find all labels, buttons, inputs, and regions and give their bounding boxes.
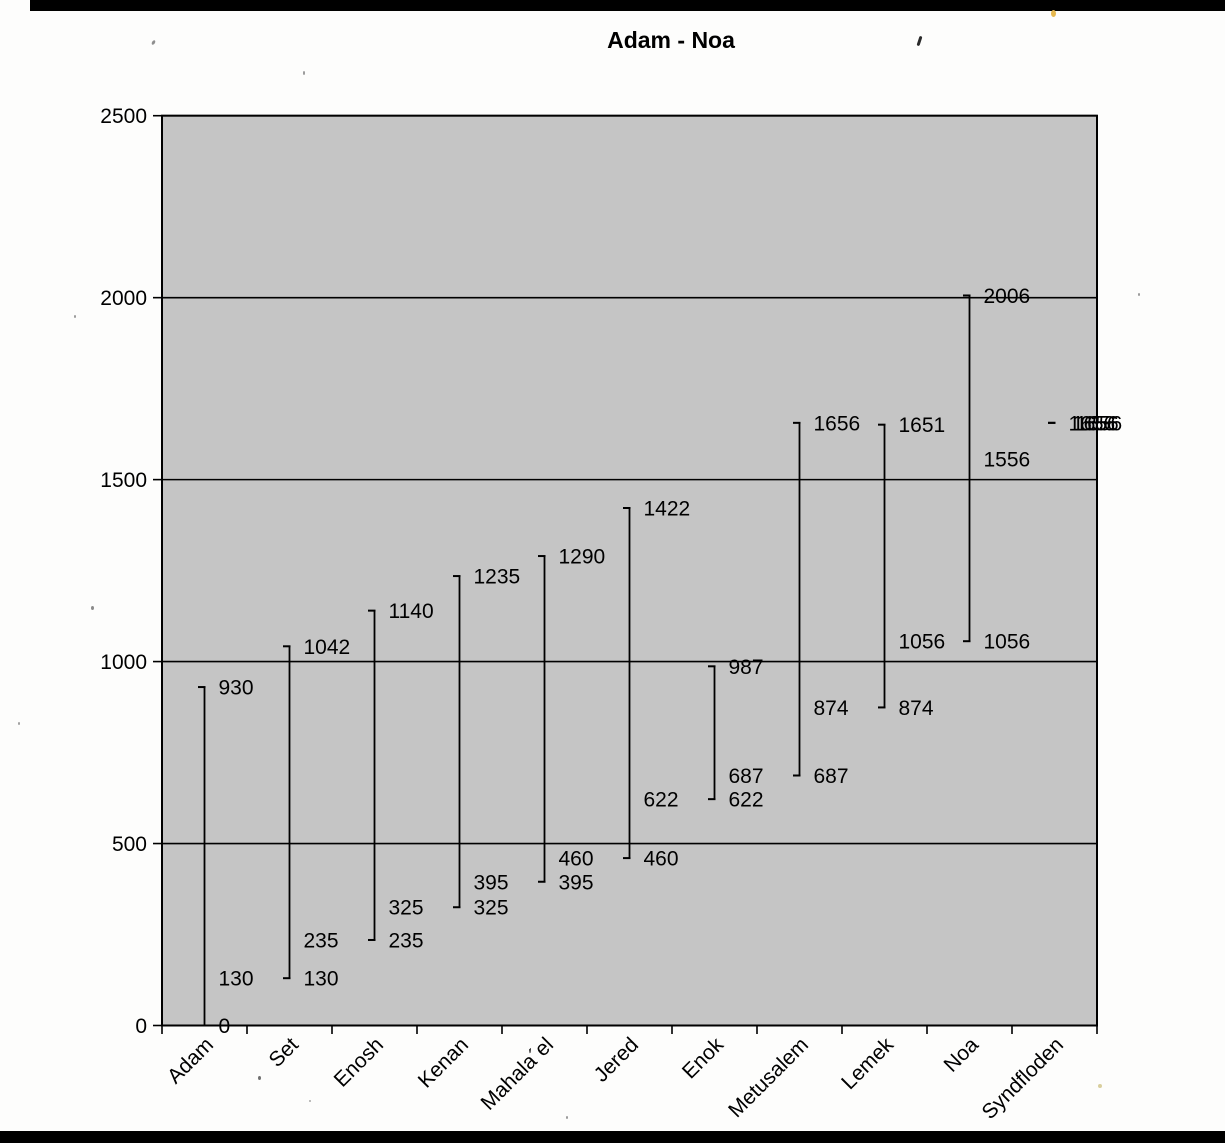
data-label: 130 — [219, 968, 254, 991]
x-category-label: Adam — [163, 1033, 218, 1088]
data-label: 460 — [644, 848, 679, 871]
y-axis-label: 2500 — [100, 105, 147, 128]
data-label: 1290 — [559, 546, 606, 569]
x-category-label: Jered — [590, 1033, 643, 1086]
data-label: 687 — [814, 765, 849, 788]
scan-speck — [1051, 10, 1056, 17]
scan-speck — [18, 722, 20, 725]
data-label: 874 — [814, 697, 849, 720]
y-axis-label: 2000 — [100, 287, 147, 310]
data-label: 325 — [389, 897, 424, 920]
scan-speck — [91, 606, 94, 610]
data-label: 235 — [389, 929, 424, 952]
data-label: 930 — [219, 677, 254, 700]
data-label: 130 — [304, 968, 339, 991]
data-label: 1556 — [984, 449, 1031, 472]
data-label: 325 — [474, 897, 509, 920]
chart-title: Adam - Noa — [607, 27, 735, 53]
data-label: 460 — [559, 848, 594, 871]
scan-speck — [566, 1116, 568, 1119]
data-label: 1042 — [304, 636, 351, 659]
data-label: 1656 — [814, 412, 861, 435]
x-category-label: Metusalem — [724, 1033, 813, 1122]
x-category-label: Enok — [678, 1033, 728, 1083]
data-label: 395 — [474, 871, 509, 894]
x-category-label: Syndfloden — [977, 1033, 1068, 1124]
plot-border — [161, 114, 1098, 1027]
y-axis-label: 1500 — [100, 469, 147, 492]
x-category-label: Set — [264, 1033, 303, 1072]
data-label: 1056 — [984, 631, 1031, 654]
y-axis-label: 1000 — [100, 651, 147, 674]
data-label: 874 — [899, 697, 934, 720]
data-label: 1056 — [899, 631, 946, 654]
y-axis-label: 0 — [135, 1015, 147, 1038]
data-label: 1235 — [474, 566, 521, 589]
scan-speck — [74, 315, 76, 318]
y-axis-label: 500 — [112, 833, 147, 856]
data-label: 395 — [559, 871, 594, 894]
data-label: 1656 — [1069, 412, 1116, 435]
data-label: 622 — [729, 789, 764, 812]
scan-speck — [1138, 293, 1140, 296]
data-label: 987 — [729, 656, 764, 679]
data-label: 687 — [729, 765, 764, 788]
x-category-label: Mahala´el — [477, 1033, 558, 1114]
x-category-label: Lemek — [837, 1033, 898, 1094]
scan-speck — [258, 1076, 261, 1080]
x-category-label: Kenan — [414, 1033, 473, 1092]
x-category-label: Noa — [940, 1033, 984, 1077]
data-label: 1656 — [1072, 412, 1119, 435]
data-label: 0 — [219, 1015, 231, 1038]
scan-artifact-bar-bottom — [0, 1131, 1225, 1143]
x-category-label: Enosh — [330, 1033, 388, 1091]
scan-speck — [309, 1100, 311, 1102]
scan-speck — [1098, 1084, 1102, 1088]
data-label: 1140 — [389, 600, 434, 623]
data-label: 1656 — [1076, 412, 1123, 435]
data-label: 235 — [304, 929, 339, 952]
scan-speck — [303, 71, 305, 75]
data-label: 1651 — [899, 414, 946, 437]
data-label: 2006 — [984, 285, 1031, 308]
scan-artifact-bar-top — [30, 0, 1225, 11]
data-label: 1422 — [644, 498, 691, 521]
data-label: 622 — [644, 789, 679, 812]
